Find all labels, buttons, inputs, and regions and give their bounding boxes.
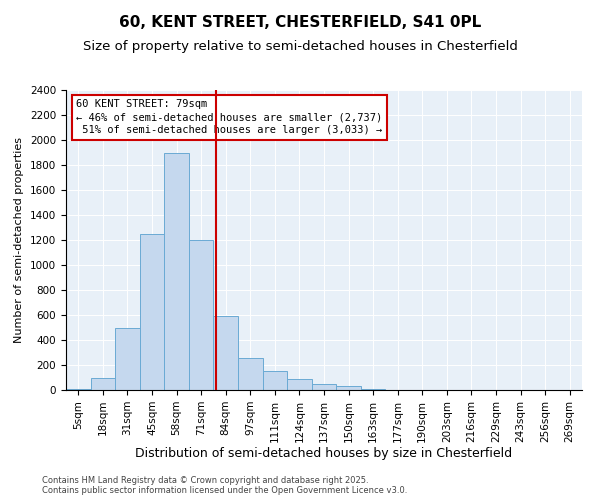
- Bar: [214, 316, 238, 390]
- Bar: [336, 386, 361, 390]
- Bar: [287, 379, 312, 390]
- Text: Contains HM Land Registry data © Crown copyright and database right 2025.
Contai: Contains HM Land Registry data © Crown c…: [42, 476, 407, 495]
- Bar: [361, 389, 385, 390]
- Text: Size of property relative to semi-detached houses in Chesterfield: Size of property relative to semi-detach…: [83, 40, 517, 53]
- Text: 60 KENT STREET: 79sqm
← 46% of semi-detached houses are smaller (2,737)
 51% of : 60 KENT STREET: 79sqm ← 46% of semi-deta…: [76, 99, 383, 136]
- Bar: [189, 240, 214, 390]
- Bar: [238, 358, 263, 390]
- Bar: [115, 328, 140, 390]
- Bar: [91, 378, 115, 390]
- Bar: [312, 384, 336, 390]
- X-axis label: Distribution of semi-detached houses by size in Chesterfield: Distribution of semi-detached houses by …: [136, 448, 512, 460]
- Bar: [263, 371, 287, 390]
- Bar: [164, 152, 189, 390]
- Text: 60, KENT STREET, CHESTERFIELD, S41 0PL: 60, KENT STREET, CHESTERFIELD, S41 0PL: [119, 15, 481, 30]
- Bar: [66, 389, 91, 390]
- Bar: [140, 234, 164, 390]
- Y-axis label: Number of semi-detached properties: Number of semi-detached properties: [14, 137, 25, 343]
